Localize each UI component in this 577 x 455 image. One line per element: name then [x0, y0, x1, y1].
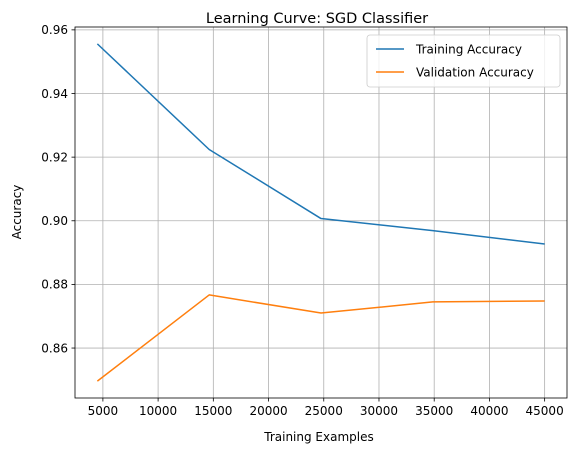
- x-tick-label: 45000: [526, 404, 564, 418]
- y-tick-label: 0.92: [41, 150, 68, 164]
- chart-title: Learning Curve: SGD Classifier: [206, 11, 428, 27]
- grid-lines: [75, 27, 567, 398]
- y-tick-label: 0.86: [41, 341, 68, 355]
- plot-frame: [74, 26, 568, 399]
- x-tick-label: 40000: [470, 404, 508, 418]
- x-axis-label: Training Examples: [263, 430, 373, 444]
- x-tick-label: 25000: [305, 404, 343, 418]
- y-tick-label: 0.90: [41, 214, 68, 228]
- y-tick-label: 0.96: [41, 23, 68, 37]
- series-lines: [96, 43, 545, 382]
- x-tick-label: 5000: [88, 404, 119, 418]
- y-axis-ticks: 0.86 0.88 0.90 0.92 0.94 0.96: [41, 23, 75, 355]
- series-line-validation-accuracy: [96, 294, 545, 382]
- x-tick-label: 30000: [360, 404, 398, 418]
- x-tick-label: 35000: [415, 404, 453, 418]
- x-axis-ticks: 5000 10000 15000 20000 25000 30000 35000 40000 4…: [88, 398, 564, 418]
- legend-label-validation-accuracy: Validation Accuracy: [416, 66, 534, 80]
- legend: Training Accuracy Validation Accuracy: [366, 34, 561, 88]
- series-line-training-accuracy: [96, 43, 545, 245]
- x-tick-label: 20000: [249, 404, 287, 418]
- y-tick-label: 0.94: [41, 87, 68, 101]
- y-tick-label: 0.88: [41, 278, 68, 292]
- legend-box: [366, 34, 561, 88]
- x-tick-label: 10000: [139, 404, 177, 418]
- y-axis-label: Accuracy: [10, 185, 24, 240]
- x-tick-label: 15000: [194, 404, 232, 418]
- legend-label-training-accuracy: Training Accuracy: [415, 43, 522, 57]
